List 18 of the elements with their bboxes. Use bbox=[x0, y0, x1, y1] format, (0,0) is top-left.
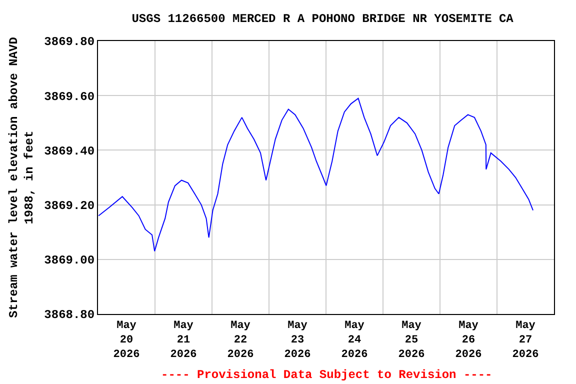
x-tick-label: May 20 2026 bbox=[113, 320, 140, 361]
x-tick-label: May 22 2026 bbox=[227, 320, 254, 361]
x-tick-label: May 23 2026 bbox=[284, 320, 311, 361]
y-tick-label: 3869.40 bbox=[44, 144, 95, 158]
y-tick-label: 3869.60 bbox=[44, 90, 95, 104]
x-tick-label: May 21 2026 bbox=[170, 320, 197, 361]
x-tick-label: May 26 2026 bbox=[455, 320, 482, 361]
y-tick-label: 3869.00 bbox=[44, 254, 95, 268]
chart-title: USGS 11266500 MERCED R A POHONO BRIDGE NR YOSEMITE CA bbox=[132, 12, 514, 26]
text: ---- Provisional Data Subject to Revision ---- bbox=[161, 368, 492, 382]
y-tick-label: 3869.80 bbox=[44, 35, 95, 50]
x-tick-label: May 24 2026 bbox=[341, 320, 368, 361]
y-tick-label: 3868.80 bbox=[44, 308, 95, 322]
y-axis-title: Stream water level elevation above NAVD 1988, in feet bbox=[6, 37, 36, 318]
y-tick-label: 3869.20 bbox=[44, 199, 95, 213]
x-tick-label: May 25 2026 bbox=[398, 320, 425, 361]
line-series bbox=[98, 98, 534, 252]
x-tick-label: May 27 2026 bbox=[512, 320, 539, 361]
